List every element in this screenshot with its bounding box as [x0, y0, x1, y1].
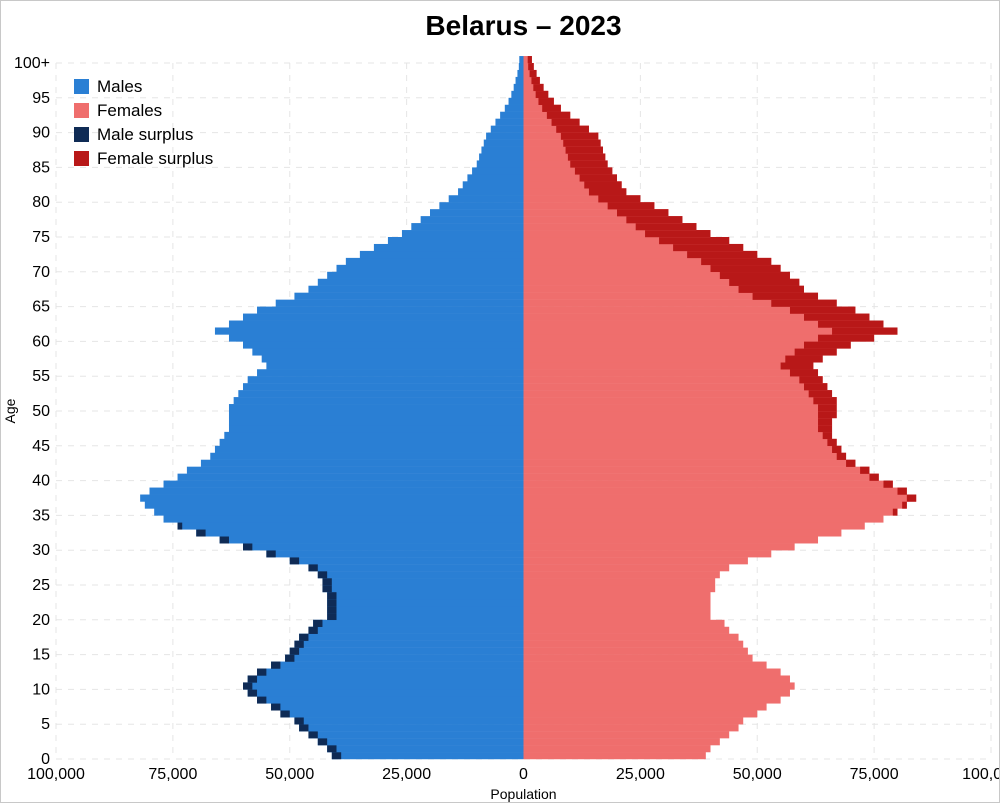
svg-text:35: 35	[32, 507, 50, 524]
svg-text:50,000: 50,000	[733, 766, 782, 783]
svg-text:45: 45	[32, 438, 50, 455]
svg-text:0: 0	[519, 766, 528, 783]
svg-text:10: 10	[32, 681, 50, 698]
pyramid-svg: Belarus – 2023 0 5 10 15 20 25 30 35 40 45 50 55 60 65…	[1, 1, 999, 802]
svg-text:100+: 100+	[14, 55, 50, 72]
chart-title: Belarus – 2023	[425, 10, 621, 41]
svg-text:55: 55	[32, 368, 50, 385]
legend-label: Male surplus	[97, 125, 193, 144]
svg-text:25,000: 25,000	[616, 766, 665, 783]
svg-text:65: 65	[32, 299, 50, 316]
svg-text:85: 85	[32, 159, 50, 176]
svg-text:75,000: 75,000	[148, 766, 197, 783]
legend-swatch	[74, 79, 89, 94]
chart-container: Belarus – 2023 0 5 10 15 20 25 30 35 40 45 50 55 60 65…	[0, 0, 1000, 803]
legend-swatch	[74, 127, 89, 142]
svg-text:50,000: 50,000	[265, 766, 314, 783]
svg-text:90: 90	[32, 125, 50, 142]
x-axis-label: Population	[490, 786, 556, 802]
svg-text:80: 80	[32, 194, 50, 211]
svg-text:50: 50	[32, 403, 50, 420]
svg-text:95: 95	[32, 90, 50, 107]
svg-text:25: 25	[32, 577, 50, 594]
svg-text:100,000: 100,000	[962, 766, 999, 783]
svg-text:70: 70	[32, 264, 50, 281]
legend-label: Female surplus	[97, 149, 213, 168]
legend-swatch	[74, 151, 89, 166]
svg-text:25,000: 25,000	[382, 766, 431, 783]
svg-text:75: 75	[32, 229, 50, 246]
svg-text:100,000: 100,000	[27, 766, 85, 783]
svg-text:60: 60	[32, 333, 50, 350]
svg-text:40: 40	[32, 473, 50, 490]
legend-swatch	[74, 103, 89, 118]
legend-label: Males	[97, 77, 142, 96]
y-axis-label: Age	[2, 398, 18, 423]
svg-text:15: 15	[32, 647, 50, 664]
svg-text:20: 20	[32, 612, 50, 629]
svg-text:75,000: 75,000	[850, 766, 899, 783]
legend-label: Females	[97, 101, 162, 120]
svg-text:30: 30	[32, 542, 50, 559]
svg-text:5: 5	[41, 716, 50, 733]
